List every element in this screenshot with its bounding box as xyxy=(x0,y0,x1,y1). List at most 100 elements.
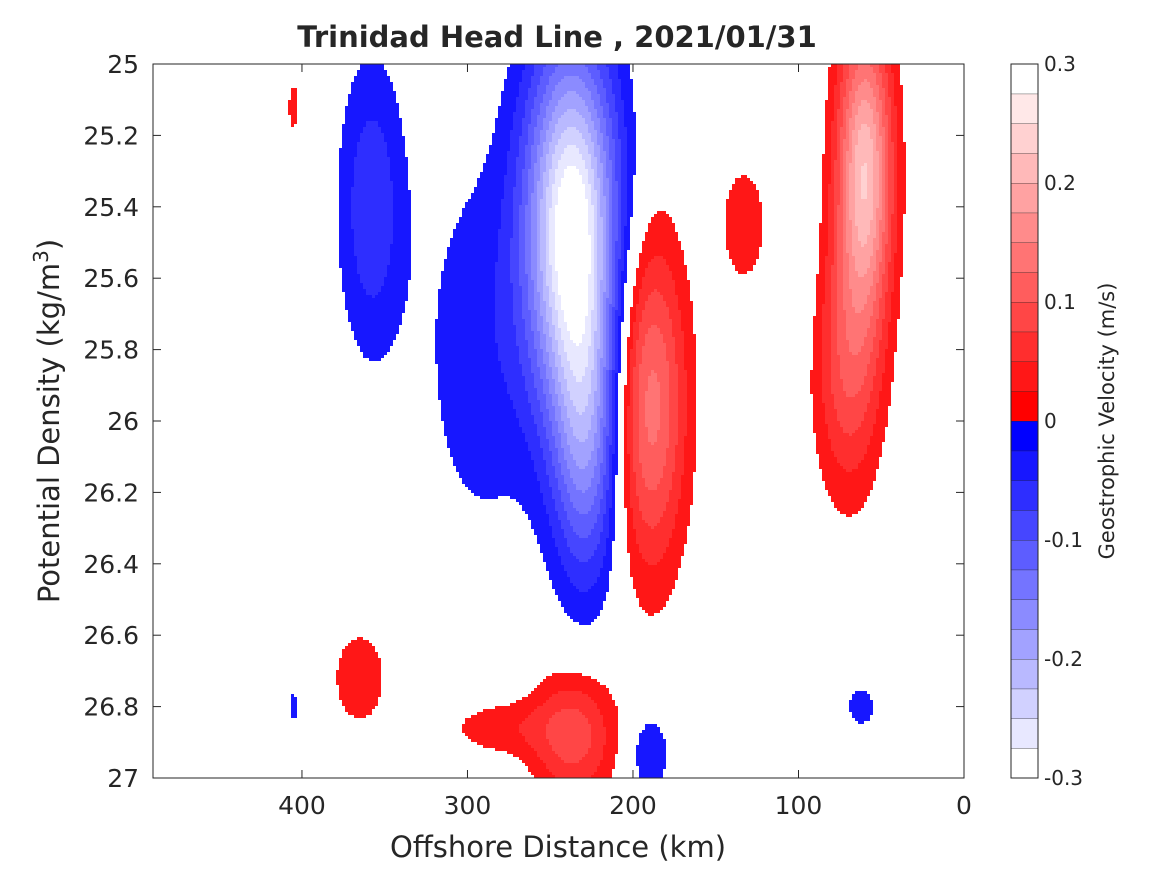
contour-band-segment xyxy=(546,169,549,172)
contour-band-segment xyxy=(813,415,825,418)
contour-band-segment xyxy=(828,193,834,196)
contour-band-segment xyxy=(669,415,678,418)
contour-band-segment xyxy=(594,265,597,268)
contour-band-segment xyxy=(858,109,873,112)
contour-band-segment xyxy=(537,352,543,355)
contour-band-segment xyxy=(528,190,534,193)
contour-band-segment xyxy=(837,328,846,331)
contour-band-segment xyxy=(600,118,606,121)
contour-band-segment xyxy=(840,376,864,379)
contour-band-segment xyxy=(885,223,888,226)
contour-band-segment xyxy=(885,292,891,295)
contour-band-segment xyxy=(867,181,873,184)
contour-band-segment xyxy=(891,223,897,226)
contour-band-segment xyxy=(558,286,588,289)
contour-band-segment xyxy=(891,70,900,73)
contour-band-segment xyxy=(825,268,831,271)
contour-band-segment xyxy=(840,193,843,196)
contour-band-segment xyxy=(843,274,849,277)
contour-band-segment xyxy=(624,487,630,490)
contour-band-segment xyxy=(525,211,531,214)
contour-band-segment xyxy=(567,355,588,358)
contour-band-segment xyxy=(837,295,843,298)
contour-band-segment xyxy=(891,97,894,100)
contour-band-segment xyxy=(612,229,618,232)
contour-band-segment xyxy=(855,217,873,220)
contour-band-segment xyxy=(531,370,540,373)
contour-band-segment xyxy=(831,370,840,373)
contour-band-segment xyxy=(555,292,558,295)
contour-band-segment xyxy=(387,148,405,151)
contour-band-segment xyxy=(621,283,624,286)
contour-band-segment xyxy=(648,388,660,391)
contour-band-segment xyxy=(873,337,882,340)
contour-band-segment xyxy=(642,316,669,319)
contour-band-segment xyxy=(615,385,618,388)
contour-band-segment xyxy=(876,82,882,85)
contour-band-segment xyxy=(561,364,570,367)
contour-band-segment xyxy=(834,100,840,103)
contour-band-segment xyxy=(819,253,828,256)
contour-band-segment xyxy=(612,502,615,505)
contour-band-segment xyxy=(840,202,843,205)
contour-band-segment xyxy=(531,328,537,331)
contour-band-segment xyxy=(666,259,684,262)
contour-band-segment xyxy=(606,196,609,199)
contour-band-segment xyxy=(615,346,618,349)
contour-band-segment xyxy=(639,325,651,328)
contour-band-segment xyxy=(549,235,555,238)
contour-band-segment xyxy=(546,508,555,511)
contour-band-segment xyxy=(543,118,552,121)
contour-band-segment xyxy=(606,415,609,418)
contour-band-segment xyxy=(885,199,888,202)
contour-band-segment xyxy=(615,277,618,280)
contour-band-segment xyxy=(612,277,615,280)
contour-band-segment xyxy=(543,379,549,382)
contour-band-segment xyxy=(825,415,837,418)
contour-band-segment xyxy=(630,355,636,358)
contour-band-segment xyxy=(882,202,885,205)
contour-band-segment xyxy=(594,124,600,127)
contour-band-segment xyxy=(594,121,600,124)
contour-band-segment xyxy=(624,448,627,451)
contour-band-segment xyxy=(837,73,843,76)
contour-band-segment xyxy=(597,253,603,256)
contour-band-segment xyxy=(612,433,615,436)
contour-band-segment xyxy=(837,265,843,268)
contour-band-segment xyxy=(540,226,546,229)
contour-band-segment xyxy=(858,235,867,238)
contour-band-segment xyxy=(861,193,867,196)
contour-band-segment xyxy=(606,454,609,457)
contour-band-segment xyxy=(354,238,393,241)
contour-band-segment xyxy=(504,88,519,91)
contour-band-segment xyxy=(567,511,579,514)
contour-band-segment xyxy=(384,280,408,283)
contour-band-segment xyxy=(546,277,552,280)
contour-band-segment xyxy=(603,223,606,226)
contour-band-segment xyxy=(603,406,606,409)
contour-band-segment xyxy=(612,478,615,481)
contour-band-segment xyxy=(606,301,612,304)
contour-band-segment xyxy=(825,148,831,151)
contour-band-segment xyxy=(612,424,615,427)
contour-band-segment xyxy=(888,337,897,340)
contour-band-segment xyxy=(660,520,675,523)
contour-band-segment xyxy=(612,133,618,136)
contour-band-segment xyxy=(642,358,666,361)
contour-band-segment xyxy=(678,364,684,367)
contour-band-segment xyxy=(522,310,531,313)
contour-band-segment xyxy=(597,415,603,418)
contour-band-segment xyxy=(555,223,588,226)
contour-band-segment xyxy=(882,166,885,169)
contour-band-segment xyxy=(885,295,891,298)
contour-band-segment xyxy=(528,445,540,448)
contour-band-segment xyxy=(822,334,831,337)
contour-band-segment xyxy=(873,376,882,379)
contour-band-segment xyxy=(525,253,531,256)
contour-band-segment xyxy=(609,316,612,319)
contour-band-segment xyxy=(660,400,669,403)
contour-band-segment xyxy=(636,352,642,355)
contour-band-segment xyxy=(537,154,543,157)
contour-band-segment xyxy=(591,481,600,484)
contour-band-segment xyxy=(603,487,609,490)
